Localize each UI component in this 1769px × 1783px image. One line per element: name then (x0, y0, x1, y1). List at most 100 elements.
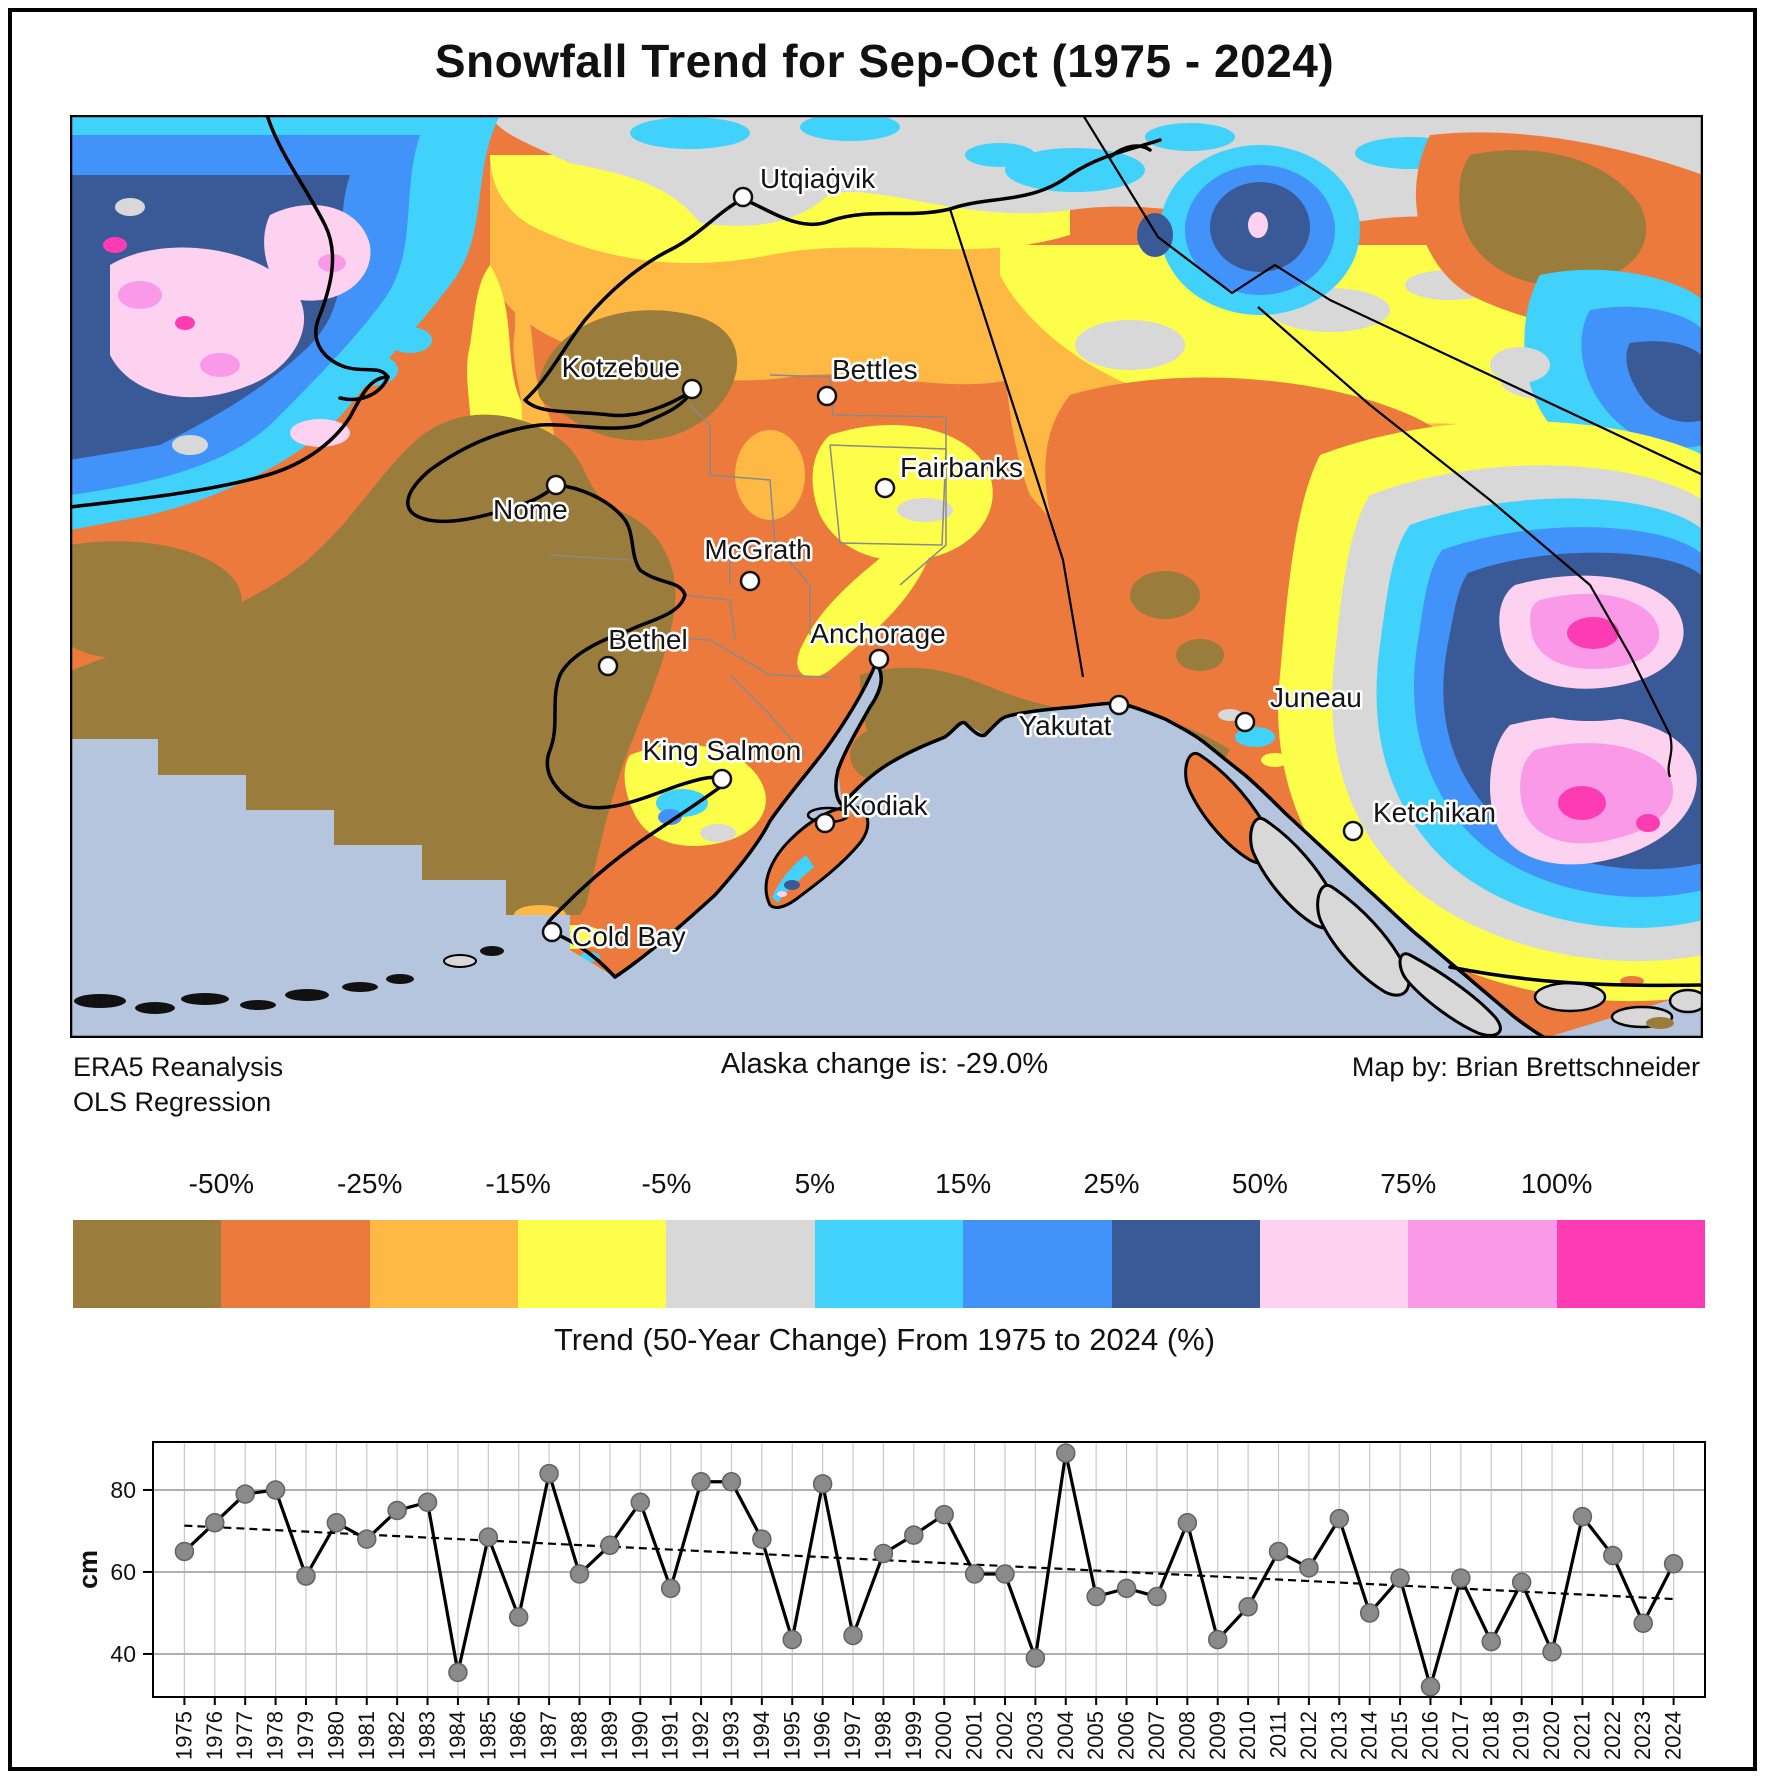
data-point (995, 1564, 1015, 1584)
x-tick-label: 2005 (1083, 1711, 1108, 1760)
islands (74, 751, 1703, 1037)
colorbar-tick-label: 50% (1231, 1168, 1288, 1199)
city-marker (545, 474, 567, 496)
colorbar-segment-7 (1111, 1220, 1260, 1308)
figure-border (8, 8, 1757, 1771)
city-label: King Salmon (643, 735, 802, 766)
colorbar-segment-2 (369, 1220, 519, 1308)
city-marker (1234, 711, 1256, 733)
colorbar-tick-label: 15% (935, 1168, 992, 1199)
x-tick-label: 2006 (1114, 1711, 1139, 1760)
x-tick-label: 1978 (263, 1711, 288, 1760)
city-marker (739, 570, 761, 592)
x-tick-label: 2000 (931, 1711, 956, 1760)
x-tick-label: 2016 (1418, 1711, 1443, 1760)
colorbar-segment-4 (666, 1220, 815, 1308)
data-point (630, 1492, 651, 1513)
x-tick-label: 2018 (1478, 1711, 1503, 1760)
alaska-change-annotation: Alaska change is: -29.0% (720, 1048, 1049, 1080)
data-point (934, 1504, 954, 1525)
city-juneau: Juneau (1234, 680, 1364, 733)
city-label: Anchorage (810, 618, 945, 649)
colorbar-segment-8 (1259, 1220, 1409, 1308)
colorbar-segment-9 (1408, 1220, 1557, 1308)
data-line (183, 1451, 1676, 1689)
x-tick-label: 2002 (992, 1711, 1017, 1760)
city-label: McGrath (704, 534, 811, 565)
y-tick-label: 80 (110, 1477, 136, 1503)
x-tick-label: 2009 (1205, 1711, 1230, 1760)
x-tick-label: 1987 (536, 1711, 561, 1760)
city-label: Utqiaġvik (760, 163, 876, 194)
data-point (448, 1662, 468, 1683)
city-marker (541, 921, 563, 943)
data-point (843, 1625, 863, 1646)
x-tick-label: 1975 (171, 1711, 196, 1760)
x-tick-label: 1977 (232, 1711, 257, 1760)
data-point (508, 1607, 529, 1627)
data-point (1511, 1572, 1532, 1592)
colorbar-segment-3 (518, 1220, 667, 1308)
data-point (1663, 1554, 1684, 1574)
city-marker (814, 812, 836, 834)
x-tick-label: 1983 (415, 1711, 440, 1760)
city-label: Bettles (832, 354, 918, 385)
x-tick-label: 1989 (597, 1711, 622, 1760)
trend-line (184, 1524, 1674, 1601)
x-tick-label: 1982 (384, 1711, 409, 1760)
city-kodiak: Kodiak (814, 788, 931, 834)
data-point (569, 1564, 590, 1584)
x-tick-label: 1996 (810, 1711, 835, 1760)
data-point (1025, 1648, 1046, 1668)
x-tick-label: 1986 (506, 1711, 531, 1760)
city-label: Kotzebue (562, 352, 680, 383)
data-point (539, 1463, 559, 1484)
data-point (174, 1541, 195, 1562)
colorbar-tick-label: -15% (485, 1168, 551, 1199)
data-point (873, 1543, 894, 1564)
city-marker (711, 768, 733, 790)
y-tick-label: 60 (110, 1559, 136, 1585)
data-point (1086, 1586, 1106, 1607)
city-marker (681, 378, 703, 400)
x-tick-label: 2003 (1022, 1711, 1047, 1760)
x-tick-label: 2023 (1630, 1711, 1655, 1760)
x-tick-label: 1999 (901, 1711, 926, 1760)
city-label: Bethel (608, 624, 687, 655)
x-tick-label: 2017 (1448, 1711, 1473, 1760)
dataset-line2: OLS Regression (73, 1087, 272, 1117)
data-point (1603, 1545, 1623, 1566)
x-tick-label: 1991 (658, 1711, 683, 1760)
city-utqia-vik: Utqiaġvik (732, 161, 879, 208)
x-tick-label: 2022 (1600, 1711, 1625, 1760)
city-fairbanks: Fairbanks (874, 450, 1025, 499)
data-point (1238, 1597, 1258, 1617)
political-borders (948, 115, 1703, 778)
x-tick-label: 2024 (1661, 1711, 1686, 1760)
colorbar-tick-label: 100% (1520, 1168, 1593, 1199)
data-point (1329, 1508, 1350, 1529)
colorbar (73, 1220, 1705, 1308)
city-mcgrath: McGrath (702, 532, 814, 592)
data-point (1116, 1578, 1137, 1599)
x-tick-label: 2015 (1387, 1711, 1412, 1760)
data-point (812, 1474, 833, 1494)
data-point (357, 1529, 377, 1549)
x-tick-label: 2004 (1053, 1711, 1078, 1760)
data-point (235, 1484, 255, 1504)
data-point (296, 1566, 316, 1586)
x-tick-label: 1997 (840, 1711, 865, 1760)
data-point (1177, 1513, 1198, 1533)
city-bethel: Bethel (597, 622, 690, 677)
map-canvas: Utqiaġvik Kotzebue Bettles Nome Fairbanks McG… (70, 115, 1703, 1038)
data-point (721, 1472, 742, 1492)
data-point (1147, 1586, 1167, 1607)
colorbar-tick-labels: -50% -25% -15% -5% 5% 15% 25% 50% 75% 100% (73, 1168, 1705, 1200)
x-tick-label: 1985 (475, 1711, 500, 1760)
city-marker (597, 655, 619, 677)
city-kotzebue: Kotzebue (559, 350, 703, 400)
data-markers (174, 1443, 1684, 1697)
city-king-salmon: King Salmon (640, 733, 804, 790)
colorbar-tick-label: -5% (641, 1168, 692, 1199)
city-label: Fairbanks (900, 452, 1023, 483)
